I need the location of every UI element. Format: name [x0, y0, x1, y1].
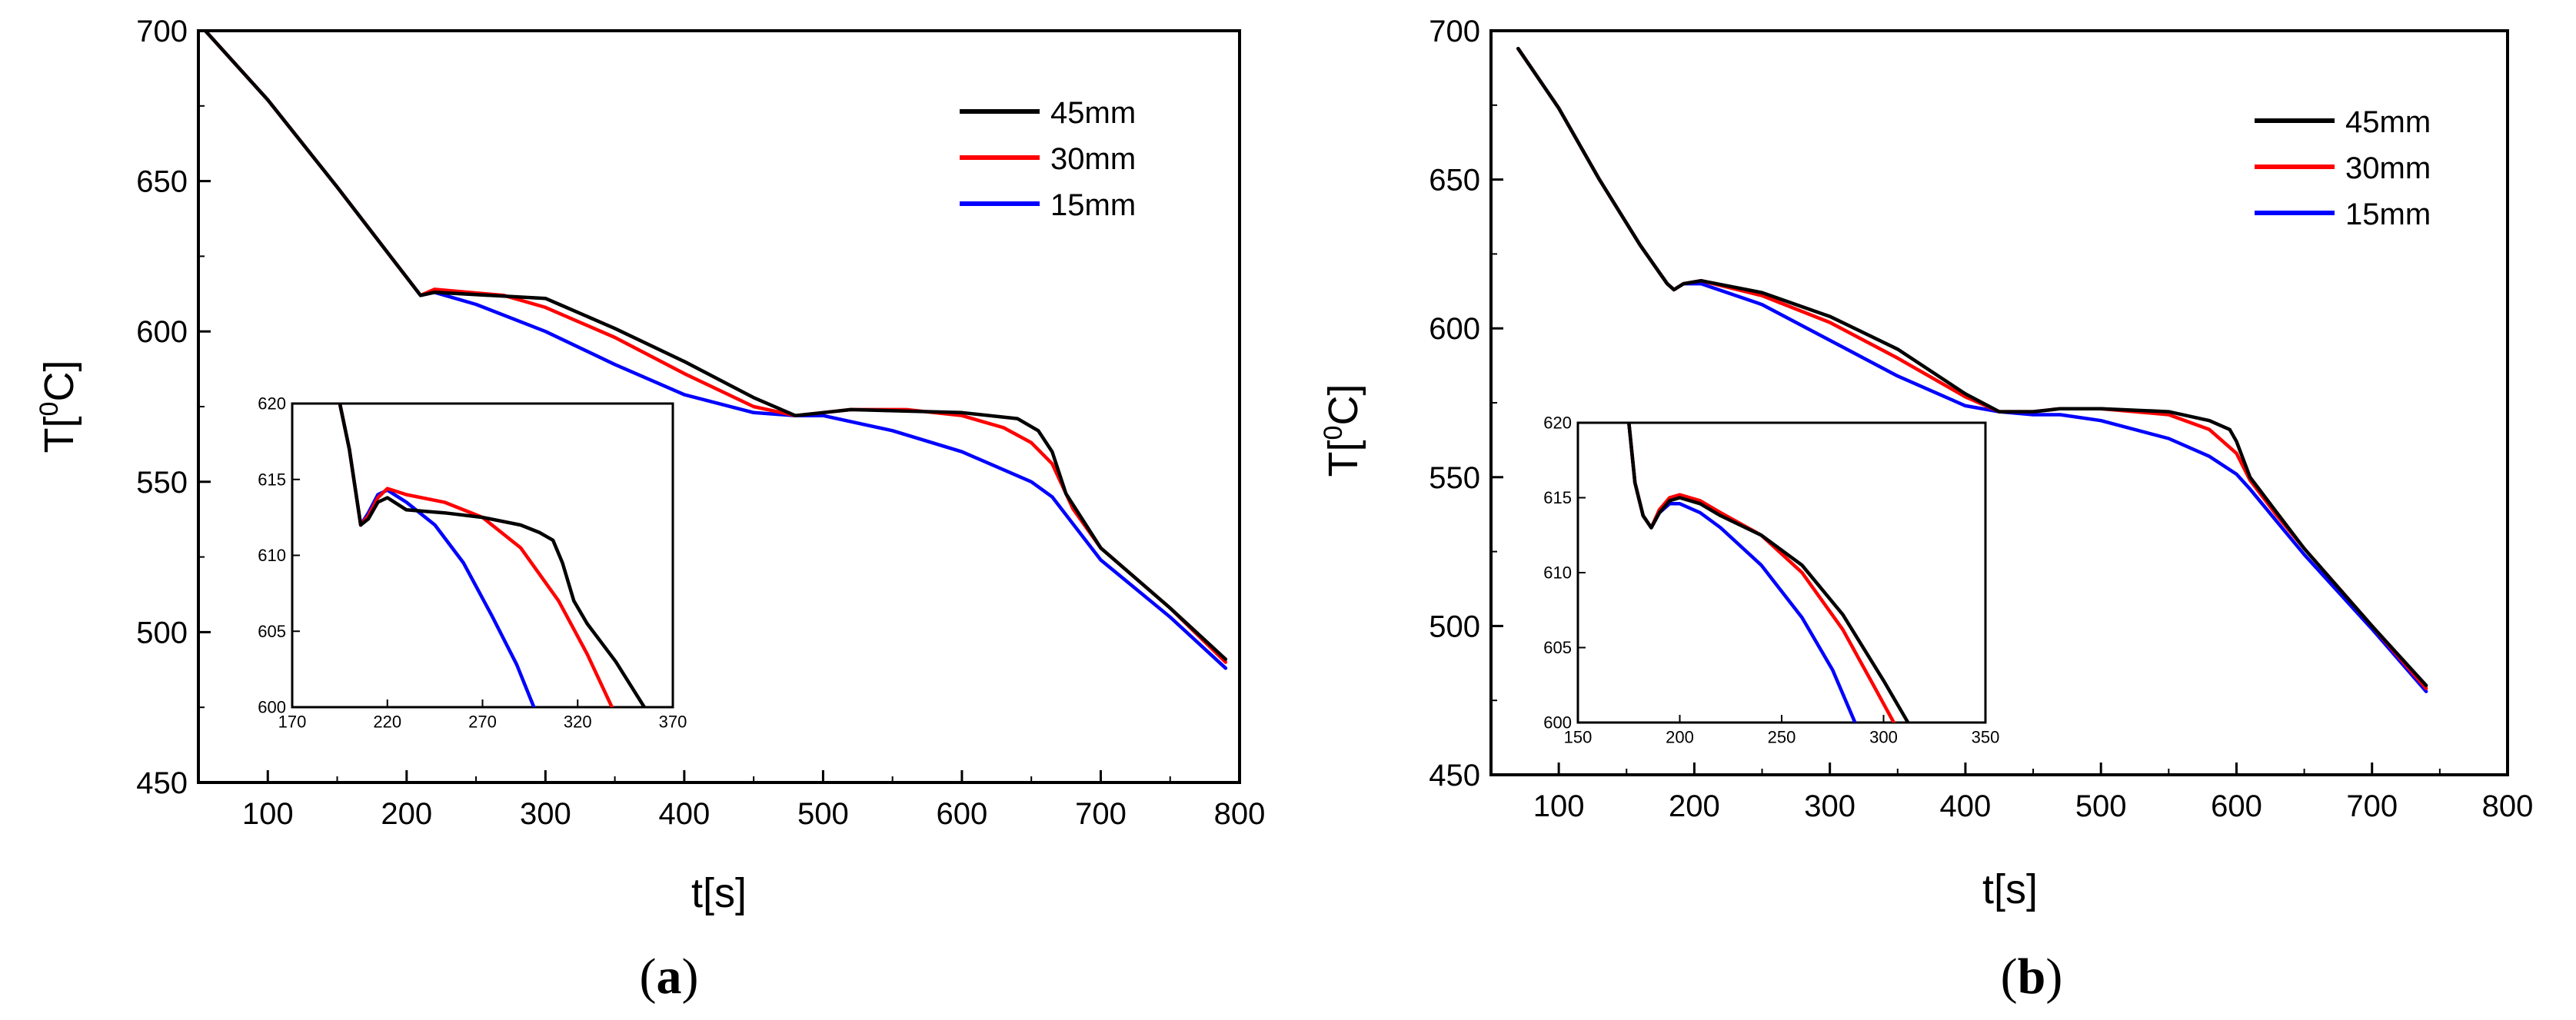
main-b-xtick-label-500: 500 [2075, 789, 2127, 823]
main-b-xtick-label-600: 600 [2211, 789, 2262, 823]
inset-b-ytick-label-620: 620 [1543, 414, 1572, 433]
inset-b-ytick-label-615: 615 [1543, 488, 1572, 507]
main-a-xtick-label-500: 500 [797, 797, 849, 831]
legend-a: 45mm 30mm 15mm [960, 96, 1136, 222]
x-axis-label-b: t[s] [1982, 866, 2038, 912]
main-b-xtick-label-800: 800 [2482, 789, 2534, 823]
inset-chart-a: 600 605 610 615 620 170 220 270 320 370 [258, 394, 687, 732]
inset-b-xtick-label-200: 200 [1666, 727, 1694, 746]
main-a-ytick-label-450: 450 [136, 766, 188, 800]
inset-x-axis-b: 150 200 250 300 350 [1564, 715, 2000, 746]
legend-label-45mm-a: 45mm [1050, 96, 1136, 130]
inset-a-xtick-label-270: 270 [468, 712, 497, 731]
y-axis-label-b: T[0C] [1319, 384, 1366, 477]
y-axis-a: 450 500 550 600 650 700 [136, 15, 211, 800]
inset-y-axis-a: 600 605 610 615 620 [258, 394, 300, 717]
main-a-xtick-label-800: 800 [1214, 797, 1266, 831]
inset-a-xtick-label-370: 370 [659, 712, 687, 731]
main-a-ytick-label-500: 500 [136, 616, 188, 650]
main-b-xtick-label-700: 700 [2346, 789, 2398, 823]
legend-label-15mm-a: 15mm [1050, 188, 1136, 222]
inset-a-xtick-label-320: 320 [564, 712, 592, 731]
panel-caption-a: (a) [640, 949, 699, 1005]
main-a-xtick-label-100: 100 [242, 797, 294, 831]
main-a-xtick-label-200: 200 [381, 797, 432, 831]
x-axis-label-a: t[s] [691, 870, 747, 916]
inset-a-xtick-label-220: 220 [373, 712, 401, 731]
main-b-xtick-label-400: 400 [1940, 789, 1992, 823]
inset-chart-b: 600 605 610 615 620 150 200 250 300 350 [1543, 414, 1999, 747]
inset-series-group-b [1627, 423, 1910, 723]
main-b-xtick-label-300: 300 [1804, 789, 1855, 823]
main-a-ytick-label-700: 700 [136, 15, 188, 48]
legend-label-30mm-a: 30mm [1050, 142, 1136, 176]
inset-a-ytick-label-600: 600 [258, 698, 286, 717]
inset-a-ytick-label-610: 610 [258, 546, 286, 565]
inset-a-series-45mm [338, 404, 647, 707]
y-axis-label-a: T[0C] [35, 360, 82, 454]
inset-a-ytick-label-615: 615 [258, 470, 286, 489]
main-b-xtick-label-100: 100 [1533, 789, 1585, 823]
inset-b-xtick-label-150: 150 [1564, 727, 1593, 746]
inset-a-xtick-label-170: 170 [278, 712, 307, 731]
main-b-ytick-label-650: 650 [1429, 164, 1480, 198]
main-a-series-45mm [203, 31, 1228, 661]
inset-x-axis-a: 170 220 270 320 370 [278, 699, 687, 731]
series-group-b [1516, 46, 2428, 693]
inset-b-series-45mm [1627, 423, 1910, 723]
inset-plot-area-b [1576, 421, 1987, 724]
legend-label-45mm-b: 45mm [2345, 105, 2431, 139]
main-b-ytick-label-600: 600 [1429, 312, 1480, 346]
y-axis-b: 450 500 550 600 650 700 [1429, 15, 1503, 792]
main-a-ytick-label-650: 650 [136, 165, 188, 199]
inset-b-xtick-label-250: 250 [1768, 727, 1796, 746]
legend-label-30mm-b: 30mm [2345, 151, 2431, 185]
main-b-ytick-label-450: 450 [1429, 759, 1480, 792]
legend-b: 45mm 30mm 15mm [2255, 105, 2431, 231]
main-b-ytick-label-700: 700 [1429, 15, 1480, 48]
inset-b-xtick-label-350: 350 [1972, 727, 2000, 746]
series-group-a [203, 31, 1228, 670]
main-a-xtick-label-600: 600 [937, 797, 988, 831]
inset-plot-area-a [291, 402, 674, 709]
main-a-xtick-label-300: 300 [520, 797, 571, 831]
inset-b-ytick-label-610: 610 [1543, 563, 1572, 583]
main-a-ytick-label-600: 600 [136, 315, 188, 349]
chart-panel-a: 450 500 550 600 650 700 100 200 300 400 500 600 700… [35, 15, 1265, 1005]
main-b-ytick-label-550: 550 [1429, 461, 1480, 495]
inset-y-axis-b: 600 605 610 615 620 [1543, 414, 1586, 733]
inset-b-xtick-label-300: 300 [1869, 727, 1898, 746]
main-b-ytick-label-500: 500 [1429, 610, 1480, 643]
x-axis-b: 100 200 300 400 500 600 700 800 [1533, 763, 2534, 823]
inset-a-ytick-label-605: 605 [258, 622, 286, 641]
chart-panel-b: 450 500 550 600 650 700 100 200 300 400 500 600 700… [1319, 15, 2533, 1005]
inset-b-ytick-label-600: 600 [1543, 713, 1572, 733]
legend-label-15mm-b: 15mm [2345, 198, 2431, 231]
panel-caption-b: (b) [2001, 949, 2063, 1005]
main-b-series-45mm [1516, 46, 2428, 688]
main-b-xtick-label-200: 200 [1669, 789, 1720, 823]
main-a-ytick-label-550: 550 [136, 466, 188, 500]
inset-b-ytick-label-605: 605 [1543, 638, 1572, 657]
main-a-xtick-label-700: 700 [1075, 797, 1127, 831]
x-axis-a: 100 200 300 400 500 600 700 800 [242, 770, 1265, 831]
inset-a-ytick-label-620: 620 [258, 394, 286, 414]
inset-series-group-a [338, 404, 647, 707]
main-a-xtick-label-400: 400 [658, 797, 710, 831]
